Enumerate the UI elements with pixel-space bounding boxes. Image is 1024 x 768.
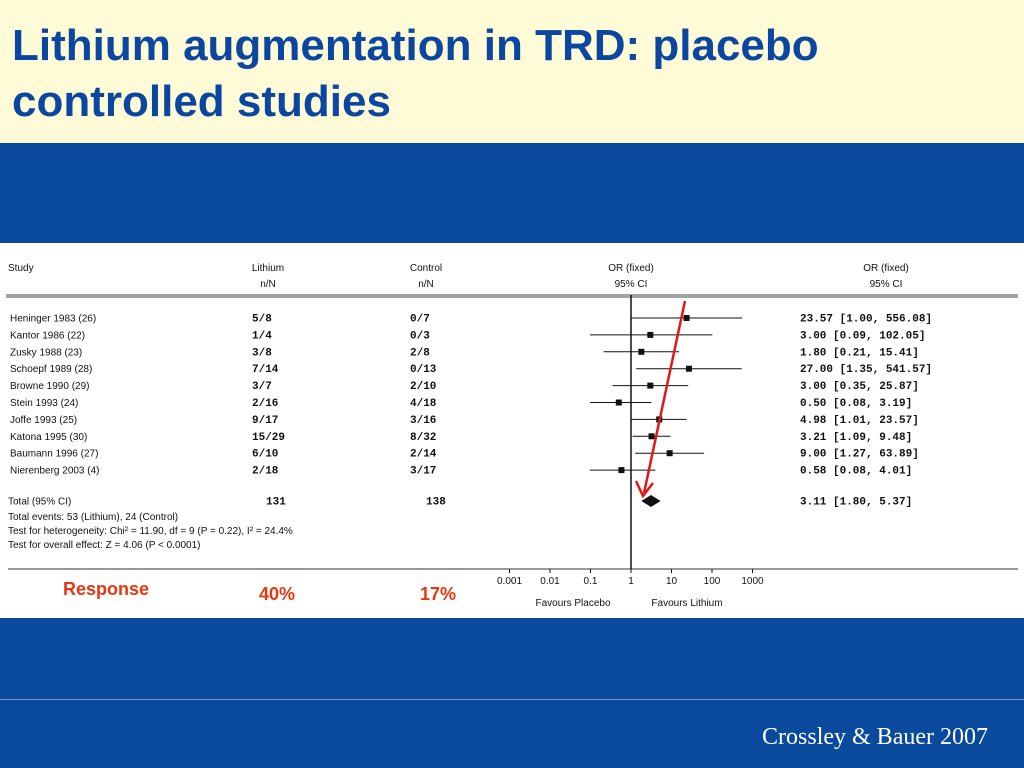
header-lithium: Lithium	[252, 263, 284, 274]
study-lithium: 3/8	[252, 347, 272, 359]
study-or-text: 3.00 [0.09, 102.05]	[800, 330, 925, 342]
study-name: Zusky 1988 (23)	[10, 347, 82, 358]
total-diamond	[641, 495, 661, 507]
footnote: Test for overall effect: Z = 4.06 (P < 0…	[8, 540, 201, 551]
x-tick-label: 1000	[741, 576, 764, 587]
study-name: Kantor 1986 (22)	[10, 330, 85, 341]
study-name: Browne 1990 (29)	[10, 381, 90, 392]
footnote: Test for heterogeneity: Chi² = 11.90, df…	[8, 526, 293, 537]
header-ci-text: 95% CI	[870, 279, 903, 290]
study-name: Heninger 1983 (26)	[10, 314, 96, 325]
study-control: 0/13	[410, 364, 437, 376]
lithium-response-pct: 40%	[259, 584, 295, 604]
header-or-text: OR (fixed)	[863, 263, 909, 274]
point-estimate	[615, 399, 622, 406]
study-lithium: 3/7	[252, 381, 272, 393]
point-estimate	[648, 433, 655, 440]
header-or-plot: OR (fixed)	[608, 263, 654, 274]
header-control: Control	[410, 263, 442, 274]
red-arrow-shaft	[642, 300, 687, 494]
study-control: 3/17	[410, 466, 436, 478]
study-control: 3/16	[410, 415, 436, 427]
study-or-text: 3.00 [0.35, 25.87]	[800, 381, 919, 393]
header-ci-plot: 95% CI	[615, 279, 648, 290]
point-estimate	[618, 467, 625, 474]
study-control: 2/8	[410, 347, 430, 359]
citation: Crossley & Bauer 2007	[762, 724, 988, 750]
forest-plot-panel: Study Lithium n/N Control n/N OR (fixed) 95% C…	[0, 243, 1024, 618]
study-lithium: 1/4	[252, 330, 272, 342]
slide-title: Lithium augmentation in TRD: placebo con…	[12, 18, 819, 130]
point-estimate	[638, 348, 645, 355]
study-name: Schoepf 1989 (28)	[10, 364, 92, 375]
study-lithium: 9/17	[252, 415, 278, 427]
study-control: 4/18	[410, 398, 437, 410]
study-lithium: 15/29	[252, 432, 285, 444]
study-lithium: 2/18	[252, 466, 279, 478]
total-control: 138	[426, 497, 446, 509]
x-tick-label: 1	[628, 576, 634, 587]
header-study: Study	[8, 263, 34, 274]
study-name: Baumann 1996 (27)	[10, 449, 98, 460]
study-lithium: 6/10	[252, 449, 278, 461]
total-or-text: 3.11 [1.80, 5.37]	[800, 497, 912, 509]
study-control: 2/10	[410, 381, 436, 393]
point-estimate	[647, 382, 654, 389]
study-or-text: 1.80 [0.21, 15.41]	[800, 347, 919, 359]
study-name: Katona 1995 (30)	[10, 432, 87, 443]
red-arrow-head	[634, 480, 654, 499]
x-tick-label: 0.001	[497, 576, 522, 587]
study-name: Nierenberg 2003 (4)	[10, 466, 100, 477]
study-or-text: 23.57 [1.00, 556.08]	[800, 314, 932, 326]
study-control: 0/3	[410, 330, 430, 342]
control-response-pct: 17%	[420, 584, 456, 604]
header-control-n: n/N	[418, 279, 434, 290]
header-lithium-n: n/N	[260, 279, 276, 290]
study-or-text: 9.00 [1.27, 63.89]	[800, 449, 919, 461]
study-or-text: 0.58 [0.08, 4.01]	[800, 466, 912, 478]
footer-divider	[0, 699, 1024, 700]
title-band: Lithium augmentation in TRD: placebo con…	[0, 0, 1024, 143]
study-or-text: 0.50 [0.08, 3.19]	[800, 398, 912, 410]
study-control: 2/14	[410, 449, 437, 461]
x-tick-label: 100	[704, 576, 721, 587]
response-label: Response	[63, 579, 149, 599]
total-lithium: 131	[266, 497, 286, 509]
x-tick-label: 0.01	[540, 576, 560, 587]
x-tick-label: 0.1	[584, 576, 598, 587]
study-lithium: 2/16	[252, 398, 278, 410]
study-name: Joffe 1993 (25)	[10, 415, 77, 426]
footnote: Total events: 53 (Lithium), 24 (Control)	[8, 512, 178, 523]
study-control: 8/32	[410, 432, 436, 444]
x-tick-label: 10	[666, 576, 678, 587]
point-estimate	[666, 450, 673, 457]
study-or-text: 4.98 [1.01, 23.57]	[800, 415, 919, 427]
favours-lithium: Favours Lithium	[651, 598, 722, 609]
study-lithium: 7/14	[252, 364, 279, 376]
favours-placebo: Favours Placebo	[535, 598, 610, 609]
title-line-1: Lithium augmentation in TRD: placebo	[12, 21, 819, 70]
study-or-text: 27.00 [1.35, 541.57]	[800, 364, 932, 376]
total-label: Total (95% CI)	[8, 497, 71, 508]
study-or-text: 3.21 [1.09, 9.48]	[800, 432, 912, 444]
title-line-2: controlled studies	[12, 77, 391, 126]
point-estimate	[683, 315, 690, 321]
forest-plot: Study Lithium n/N Control n/N OR (fixed) 95% C…	[6, 263, 1018, 609]
study-control: 0/7	[410, 314, 430, 326]
point-estimate	[685, 365, 692, 372]
study-lithium: 5/8	[252, 314, 272, 326]
point-estimate	[647, 331, 654, 338]
study-name: Stein 1993 (24)	[10, 398, 78, 409]
